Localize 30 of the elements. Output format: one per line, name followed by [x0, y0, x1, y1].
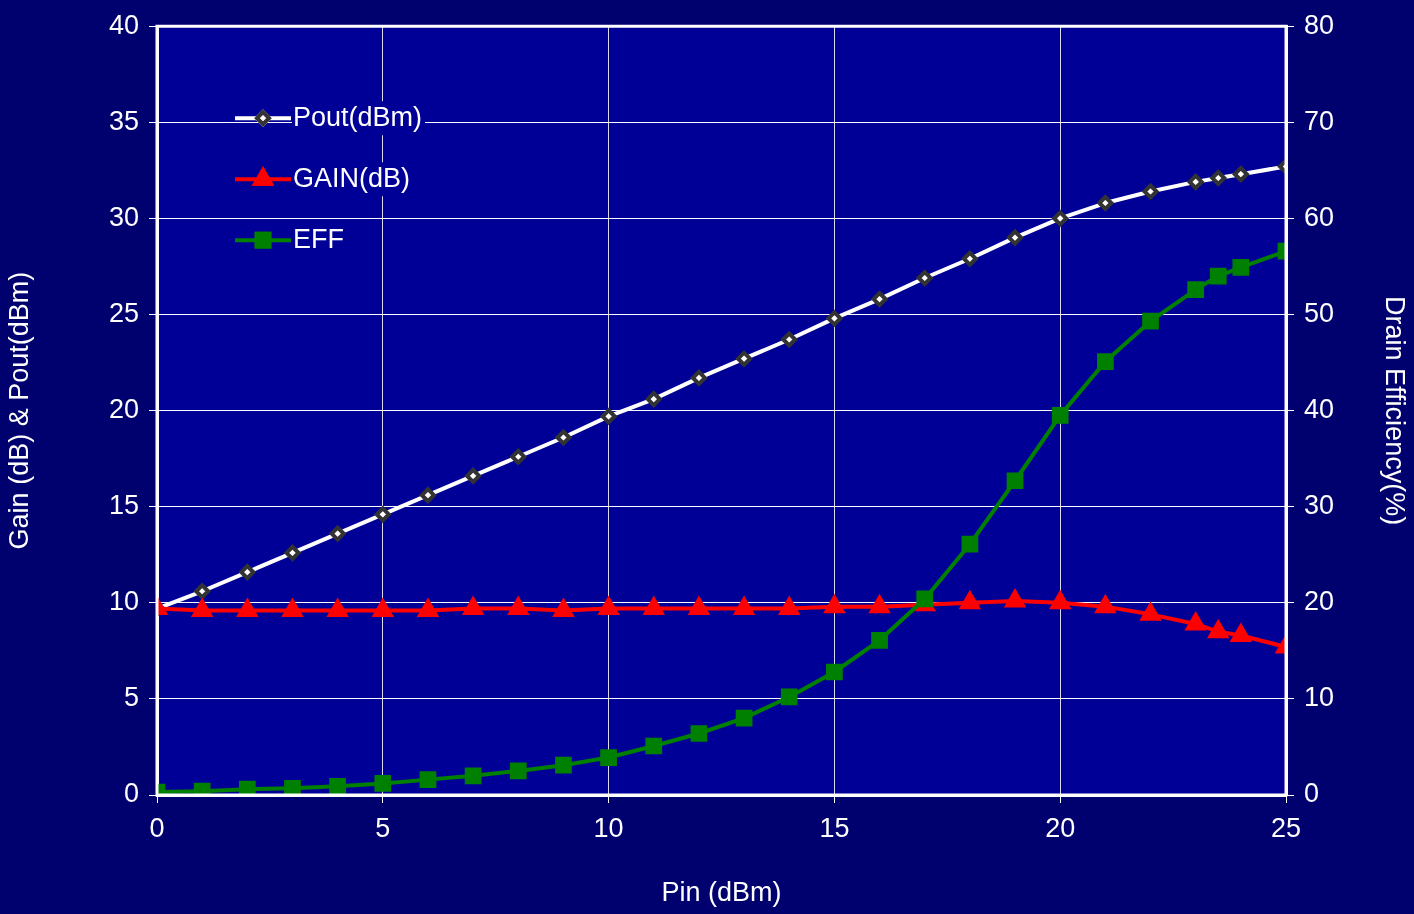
y2-tick-label: 40 — [1304, 394, 1335, 425]
y-tick-label: 25 — [108, 297, 139, 328]
legend-label: Pout(dBm) — [293, 101, 423, 132]
y-tick-label: 0 — [123, 778, 139, 809]
x-tick-label: 0 — [149, 812, 165, 843]
x-tick-label: 25 — [1270, 812, 1302, 843]
legend-label: GAIN(dB) — [293, 162, 411, 193]
legend-label: EFF — [293, 223, 344, 254]
x-tick-label: 20 — [1045, 812, 1076, 843]
y2-tick-label: 70 — [1304, 105, 1335, 136]
y2-tick-label: 10 — [1304, 682, 1335, 713]
y2-tick-label: 80 — [1304, 9, 1335, 40]
x-tick-label: 15 — [819, 812, 850, 843]
y-tick-label: 35 — [108, 105, 139, 136]
y-tick-label: 15 — [108, 490, 139, 521]
y-axis-title: Gain (dB) & Pout(dBm) — [3, 271, 34, 550]
x-tick-label: 5 — [375, 812, 391, 843]
y-tick-label: 40 — [108, 9, 139, 40]
x-tick-label: 10 — [593, 812, 624, 843]
y-tick-label: 30 — [108, 201, 139, 232]
y2-tick-label: 0 — [1304, 778, 1320, 809]
y2-tick-label: 50 — [1304, 297, 1335, 328]
y-tick-label: 20 — [108, 394, 139, 425]
y2-tick-label: 60 — [1304, 201, 1335, 232]
y2-tick-label: 20 — [1304, 586, 1335, 617]
y2-axis-title: Drain Efficiency(%) — [1380, 296, 1411, 526]
y-tick-label: 10 — [108, 586, 139, 617]
y-tick-label: 5 — [123, 682, 139, 713]
x-axis-title: Pin (dBm) — [661, 877, 782, 908]
y2-tick-label: 30 — [1304, 490, 1335, 521]
